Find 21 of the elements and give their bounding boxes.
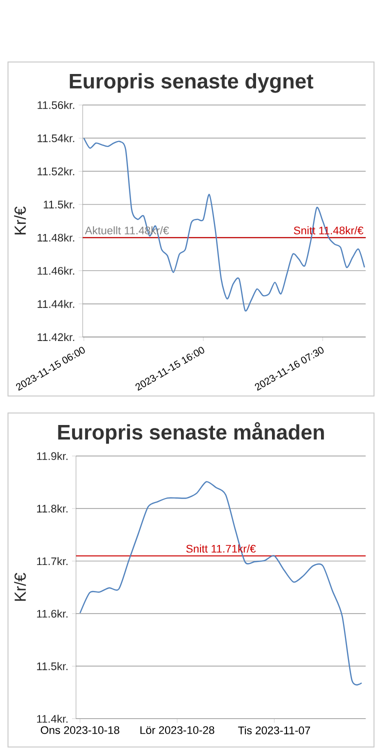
y-tick-label: 11.48kr. xyxy=(38,234,74,242)
x-tick-label: Tis 2023-11-07 xyxy=(238,726,310,734)
y-tick-label: 11.44kr. xyxy=(38,300,74,308)
y-tick-label: 11.46kr. xyxy=(38,266,74,275)
chart-title: Europris senaste dygnet xyxy=(70,73,314,93)
y-tick-label: 11.5kr. xyxy=(44,200,74,208)
x-tick-label: Ons 2023-10-18 xyxy=(40,726,120,734)
y-axis-title: Kr/€ xyxy=(14,206,26,234)
y-tick-label: 11.54kr. xyxy=(38,134,74,142)
y-tick-label: 11.4kr. xyxy=(37,714,68,723)
y-tick-label: 11.6kr. xyxy=(37,610,68,618)
x-tick-label: Lör 2023-10-28 xyxy=(140,726,214,734)
y-tick-label: 11.5kr. xyxy=(37,662,68,670)
y-axis-title: Kr/€ xyxy=(14,572,26,601)
y-tick-label: 11.9kr. xyxy=(37,452,68,460)
chart-title: Europris senaste månaden xyxy=(58,422,324,444)
y-tick-label: 11.42kr. xyxy=(38,333,74,341)
y-tick-label: 11.7kr. xyxy=(37,557,68,566)
y-tick-label: 11.52kr. xyxy=(38,167,74,176)
y-tick-label: 11.8kr. xyxy=(37,504,68,513)
y-tick-label: 11.56kr. xyxy=(38,100,74,110)
